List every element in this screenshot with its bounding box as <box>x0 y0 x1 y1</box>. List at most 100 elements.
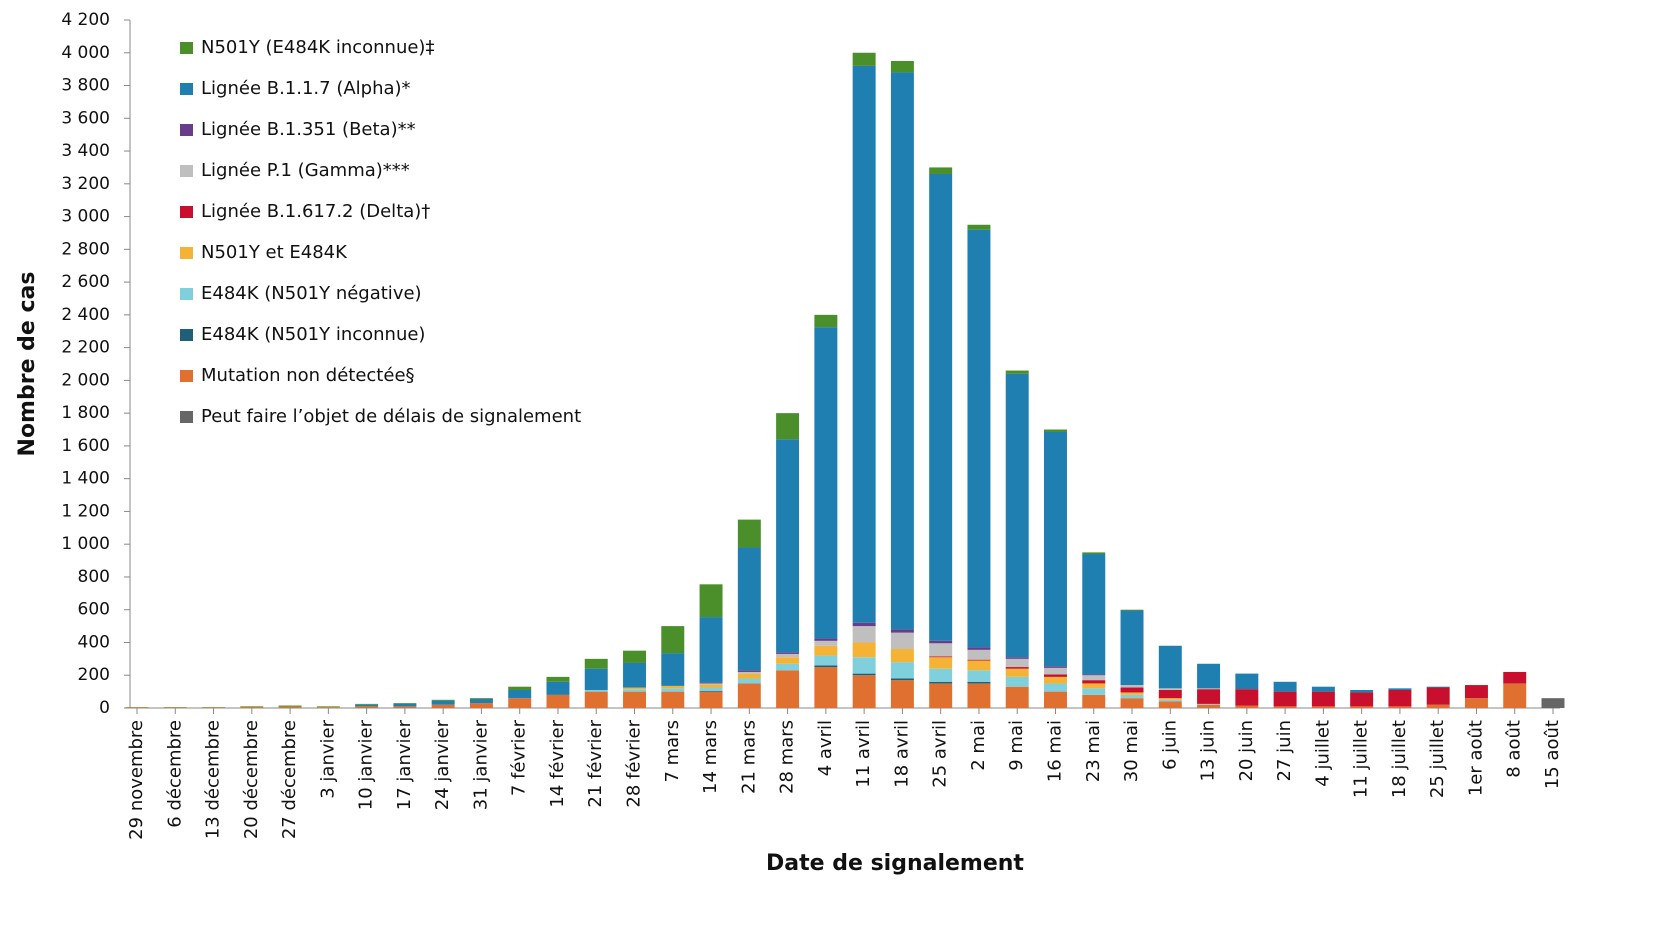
bar-segment <box>699 690 723 692</box>
y-tick-label: 2 400 <box>61 305 110 325</box>
bar-segment <box>431 704 455 708</box>
y-tick-label: 600 <box>78 600 110 620</box>
bar-segment <box>890 680 914 708</box>
bar-segment <box>967 647 991 650</box>
bar-segment <box>623 687 646 690</box>
bar-segment <box>355 706 379 708</box>
bar-segment <box>661 685 685 689</box>
bar-segment <box>699 682 723 684</box>
x-tick-label: 27 juin <box>1274 720 1295 781</box>
y-tick-label: 3 400 <box>61 141 110 161</box>
bar-segment <box>776 413 800 440</box>
bar-segment <box>852 626 876 643</box>
bar-segment <box>469 703 493 708</box>
bar-segment <box>852 52 876 66</box>
bar-segment <box>1426 687 1450 705</box>
legend-label: Peut faire l’objet de délais de signalem… <box>201 406 581 427</box>
y-axis-title: Nombre de cas <box>15 272 40 457</box>
bar-segment <box>469 698 493 704</box>
bar-segment <box>584 668 608 690</box>
x-tick-label: 8 août <box>1504 720 1525 778</box>
legend-label: N501Y (E484K inconnue)‡ <box>201 37 434 58</box>
x-tick-label: 9 mai <box>1006 720 1027 771</box>
bar-segment <box>1044 429 1067 432</box>
x-tick-label: 4 avril <box>815 720 836 776</box>
y-tick-label: 800 <box>78 567 110 587</box>
bar-segment <box>1120 685 1144 688</box>
bar-segment <box>1082 675 1106 681</box>
bar-segment <box>1044 683 1067 692</box>
bar-segment <box>393 706 417 708</box>
x-tick-label: 15 août <box>1542 720 1563 789</box>
bar-segment <box>469 698 493 699</box>
bar-segment <box>737 678 761 684</box>
legend-label: E484K (N501Y inconnue) <box>201 324 425 345</box>
bar-segment <box>393 703 417 704</box>
x-tick-label: 2 mai <box>968 720 989 771</box>
bar-segment <box>661 688 685 692</box>
bar-segment <box>814 327 838 639</box>
bar-segment <box>929 167 953 174</box>
bar-segment <box>1311 706 1335 708</box>
x-tick-label: 16 mai <box>1044 720 1065 782</box>
bar-segment <box>240 707 264 708</box>
x-tick-label: 7 février <box>509 719 530 796</box>
bar-segment <box>737 683 761 708</box>
bar-segment <box>623 650 646 663</box>
legend-swatch <box>180 288 193 300</box>
bar-segment <box>699 683 723 685</box>
y-tick-label: 1 800 <box>61 403 110 423</box>
bar-segment <box>1158 645 1182 689</box>
bar-segment <box>661 626 685 654</box>
bar-segment <box>852 622 876 627</box>
bar-segment <box>814 638 838 641</box>
bar-segment <box>623 691 646 708</box>
bar-segment <box>929 640 953 644</box>
bar-segment <box>1158 701 1182 708</box>
bar-segment <box>1082 554 1106 675</box>
bar-segment <box>584 689 608 692</box>
bar-segment <box>814 655 838 666</box>
x-tick-label: 14 février <box>547 719 568 807</box>
y-tick-label: 400 <box>78 632 110 652</box>
bar-segment <box>546 676 570 682</box>
bar-segment <box>316 706 340 708</box>
x-tick-label: 25 juillet <box>1427 720 1448 798</box>
y-tick-label: 3 600 <box>61 108 110 128</box>
bar-segment <box>393 703 417 707</box>
bar-segment <box>852 642 876 658</box>
bar-segment <box>1082 683 1106 689</box>
bar-segment <box>1005 658 1029 668</box>
x-axis-title: Date de signalement <box>766 851 1024 876</box>
bar-segment <box>1235 689 1259 706</box>
y-tick-label: 0 <box>99 698 110 718</box>
x-tick-label: 30 mai <box>1121 720 1142 782</box>
bar-segment <box>1197 663 1221 689</box>
x-tick-label: 7 mars <box>662 720 683 783</box>
legend-label: N501Y et E484K <box>201 242 348 263</box>
bar-segment <box>967 670 991 682</box>
y-tick-label: 2 600 <box>61 272 110 292</box>
bar-segment <box>1044 431 1067 667</box>
x-tick-label: 21 février <box>585 719 606 807</box>
x-tick-label: 20 juin <box>1236 720 1257 781</box>
bar-segment <box>1005 370 1029 374</box>
bar-segment <box>1044 676 1067 684</box>
x-tick-label: 17 janvier <box>394 719 415 810</box>
bar-segment <box>929 656 953 658</box>
bar-segment <box>1273 706 1297 708</box>
legend-label: Lignée B.1.351 (Beta)** <box>201 119 416 140</box>
x-tick-label: 14 mars <box>700 720 721 794</box>
bar-segment <box>1120 687 1144 693</box>
bar-segment <box>240 706 264 708</box>
bar-segment <box>929 657 953 669</box>
bar-segment <box>967 224 991 230</box>
bar-segment <box>1426 686 1450 688</box>
bar-segment <box>584 658 608 669</box>
bar-segment <box>1273 691 1297 707</box>
legend-swatch <box>180 411 193 423</box>
bar-segment <box>814 665 838 668</box>
legend-swatch <box>180 42 193 54</box>
bar-segment <box>1350 692 1374 707</box>
bar-segment <box>1541 698 1565 708</box>
